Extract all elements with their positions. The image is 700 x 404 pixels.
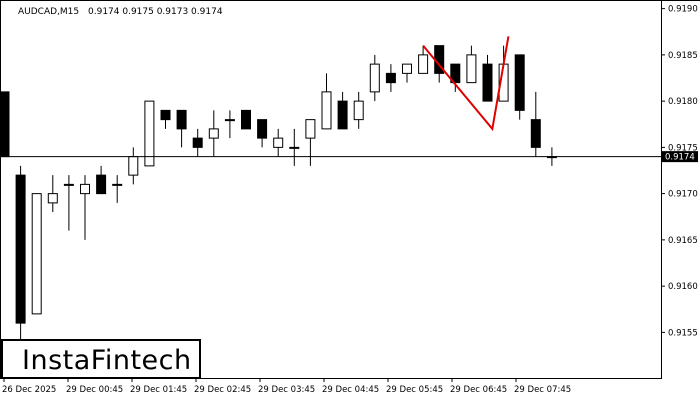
price-tick-label: 0.9185 (668, 51, 698, 61)
candle (47, 175, 58, 213)
bullish-candle-body (63, 183, 74, 186)
time-tick-label: 29 Dec 04:45 (322, 385, 379, 395)
bullish-candle-body (289, 146, 300, 149)
bullish-candle-body (418, 54, 429, 74)
ohlc-values: 0.9174 0.9175 0.9173 0.9174 (88, 7, 223, 17)
bullish-candle-body (47, 193, 58, 204)
candle (418, 45, 429, 74)
candle (369, 54, 380, 102)
bullish-candle-body (128, 156, 139, 176)
candle (63, 175, 74, 231)
bearish-candle-body (530, 119, 541, 148)
double-top-pattern-line (422, 36, 510, 132)
candle (450, 63, 461, 92)
pattern-layer (422, 36, 510, 132)
bullish-candle-body (80, 183, 90, 195)
candle (144, 100, 155, 167)
price-tick-label: 0.9170 (668, 190, 698, 200)
time-tick-label: 26 Dec 2025 (2, 385, 56, 395)
bearish-candle-body (482, 63, 493, 102)
time-tick-label: 29 Dec 02:45 (194, 385, 251, 395)
bearish-candle-body (337, 100, 348, 130)
candle (176, 109, 187, 148)
candle (466, 45, 477, 84)
candle (241, 109, 251, 130)
candle (402, 63, 412, 83)
bearish-candle-body (241, 109, 251, 130)
price-axis: 0.9190 0.9185 0.9180 0.9175 0.9170 0.9165 0.91… (661, 5, 698, 338)
time-tick-label: 29 Dec 00:45 (66, 385, 123, 395)
bullish-candle-body (224, 119, 235, 122)
bullish-candle-body (402, 63, 412, 74)
candle (514, 54, 525, 120)
time-tick-label: 29 Dec 03:45 (258, 385, 315, 395)
bearish-candle-body (192, 137, 203, 148)
candle (353, 91, 364, 129)
candle (96, 165, 107, 195)
candle (224, 110, 235, 139)
bullish-candle-body (321, 91, 332, 130)
bearish-candle-body (257, 119, 268, 139)
bearish-candle-body (514, 54, 525, 111)
price-tick-label: 0.9165 (668, 236, 698, 246)
bullish-candle-body (305, 119, 316, 139)
price-tick-label: 0.9180 (668, 97, 698, 107)
candle (482, 54, 493, 102)
candle (160, 109, 171, 129)
candle (80, 175, 90, 240)
bullish-candle-body (369, 63, 380, 93)
candles-layer (0, 45, 557, 342)
candle (321, 73, 332, 130)
price-tick-label: 0.9175 (668, 143, 698, 153)
current-price-label: 0.9174 (665, 153, 695, 163)
time-axis: 26 Dec 2025 29 Dec 00:45 29 Dec 01:45 29 De… (2, 378, 571, 395)
logo-frame (1, 339, 201, 379)
candle (31, 193, 42, 315)
logo-text: InstaFintech (22, 345, 192, 376)
time-tick-label: 29 Dec 05:45 (386, 385, 443, 395)
price-tick-label: 0.9190 (668, 5, 698, 15)
price-tick-label: 0.9155 (668, 328, 698, 338)
bullish-candle-body (466, 54, 477, 84)
bullish-candle-body (31, 193, 42, 315)
time-tick-label: 29 Dec 01:45 (130, 385, 187, 395)
candle (112, 175, 123, 203)
candle (273, 128, 284, 157)
candle (530, 91, 541, 157)
candle (15, 165, 26, 342)
bearish-candle-body (385, 72, 396, 84)
symbol-label: AUDCAD,M15 (18, 7, 79, 17)
time-tick-label: 29 Dec 06:45 (450, 385, 507, 395)
bearish-candle-body (176, 109, 187, 130)
price-tick-label: 0.9160 (668, 282, 698, 292)
current-price-marker: 0.9174 (0, 151, 698, 163)
bearish-candle-body (160, 109, 171, 121)
candle (0, 91, 10, 158)
bearish-candle-body (96, 174, 107, 195)
bullish-candle-body (353, 100, 364, 121)
candle (192, 128, 203, 157)
candle (289, 128, 300, 166)
logo: InstaFintech (1, 339, 201, 379)
bearish-candle-body (15, 174, 26, 324)
time-tick-label: 29 Dec 07:45 (514, 385, 571, 395)
bearish-candle-body (0, 91, 10, 158)
candle (337, 91, 348, 130)
candle (257, 119, 268, 148)
current-price-box (662, 151, 698, 163)
candle (385, 64, 396, 92)
bearish-candle-body (450, 63, 461, 84)
candle (208, 110, 219, 157)
bullish-candle-body (112, 183, 123, 186)
bullish-candle-body (208, 128, 219, 139)
candle (305, 119, 316, 166)
bullish-candle-body (144, 100, 155, 167)
bullish-candle-body (273, 137, 284, 148)
